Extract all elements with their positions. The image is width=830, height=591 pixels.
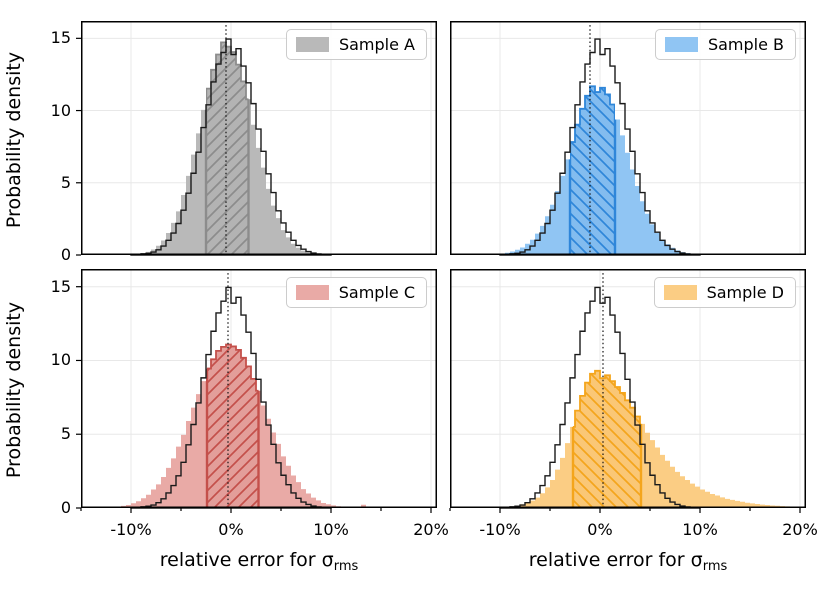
sigma-subscript: rms	[333, 559, 359, 574]
x-axis-label-text: relative error for	[159, 549, 322, 571]
sigma-symbol: σ	[321, 549, 334, 571]
band-sample-b	[568, 86, 617, 256]
legend-label: Sample B	[707, 35, 784, 54]
tick-marks	[449, 508, 801, 513]
y-tick-label: 10	[50, 100, 71, 120]
y-tick-label: 15	[50, 28, 71, 48]
x-tick-label: 10%	[313, 520, 349, 539]
panel-sample-d	[449, 269, 806, 513]
reference-outline	[130, 286, 332, 509]
sigma-subscript: rms	[702, 559, 728, 574]
band-sample-a	[204, 42, 250, 255]
legend-patch-sample-b	[664, 37, 698, 52]
panel-sample-a	[76, 21, 437, 256]
reference-outline	[499, 286, 701, 509]
band-sample-d	[571, 370, 643, 508]
x-axis-label-text: relative error for	[528, 549, 691, 571]
x-tick-label: -10%	[479, 520, 521, 539]
x-tick-label: 20%	[413, 520, 449, 539]
tick-marks	[76, 37, 81, 256]
reference-outline	[130, 38, 332, 256]
panel-sample-b	[450, 21, 806, 256]
y-tick-label: 5	[60, 424, 71, 444]
legend-patch-sample-c	[295, 285, 329, 300]
hist-fill-sample-d	[500, 370, 800, 508]
y-tick-label: 10	[50, 350, 71, 370]
reference-outline	[499, 38, 701, 256]
sigma-symbol: σ	[690, 549, 703, 571]
spines	[81, 21, 437, 255]
tick-marks	[76, 286, 432, 513]
y-tick-label: 15	[50, 276, 71, 296]
x-tick-label: -10%	[110, 520, 152, 539]
band-sample-c	[205, 344, 260, 509]
x-tick-label: 10%	[682, 520, 718, 539]
x-tick-label: 20%	[782, 520, 818, 539]
x-tick-label: 0%	[587, 520, 613, 539]
spines	[450, 21, 806, 255]
y-axis-label-top: Probability density	[3, 51, 25, 229]
legend-label: Sample A	[338, 35, 415, 54]
y-axis-label-bottom: Probability density	[3, 301, 25, 479]
legend-sample-b: Sample B	[654, 29, 796, 60]
legend-sample-a: Sample A	[285, 29, 427, 60]
x-axis-label-right: relative error for σrms	[450, 549, 806, 574]
y-tick-label: 5	[60, 172, 71, 192]
legend-label: Sample C	[338, 283, 415, 302]
x-tick-label: 0%	[218, 520, 244, 539]
spines	[81, 269, 437, 508]
legend-patch-sample-d	[663, 285, 697, 300]
legend-sample-c: Sample C	[285, 277, 427, 308]
legend-sample-d: Sample D	[653, 277, 796, 308]
legend-label: Sample D	[706, 283, 784, 302]
spines	[450, 269, 806, 508]
y-tick-label: 0	[60, 498, 71, 517]
x-axis-label-left: relative error for σrms	[81, 549, 437, 574]
y-tick-label: 0	[60, 245, 71, 264]
legend-patch-sample-a	[295, 37, 329, 52]
